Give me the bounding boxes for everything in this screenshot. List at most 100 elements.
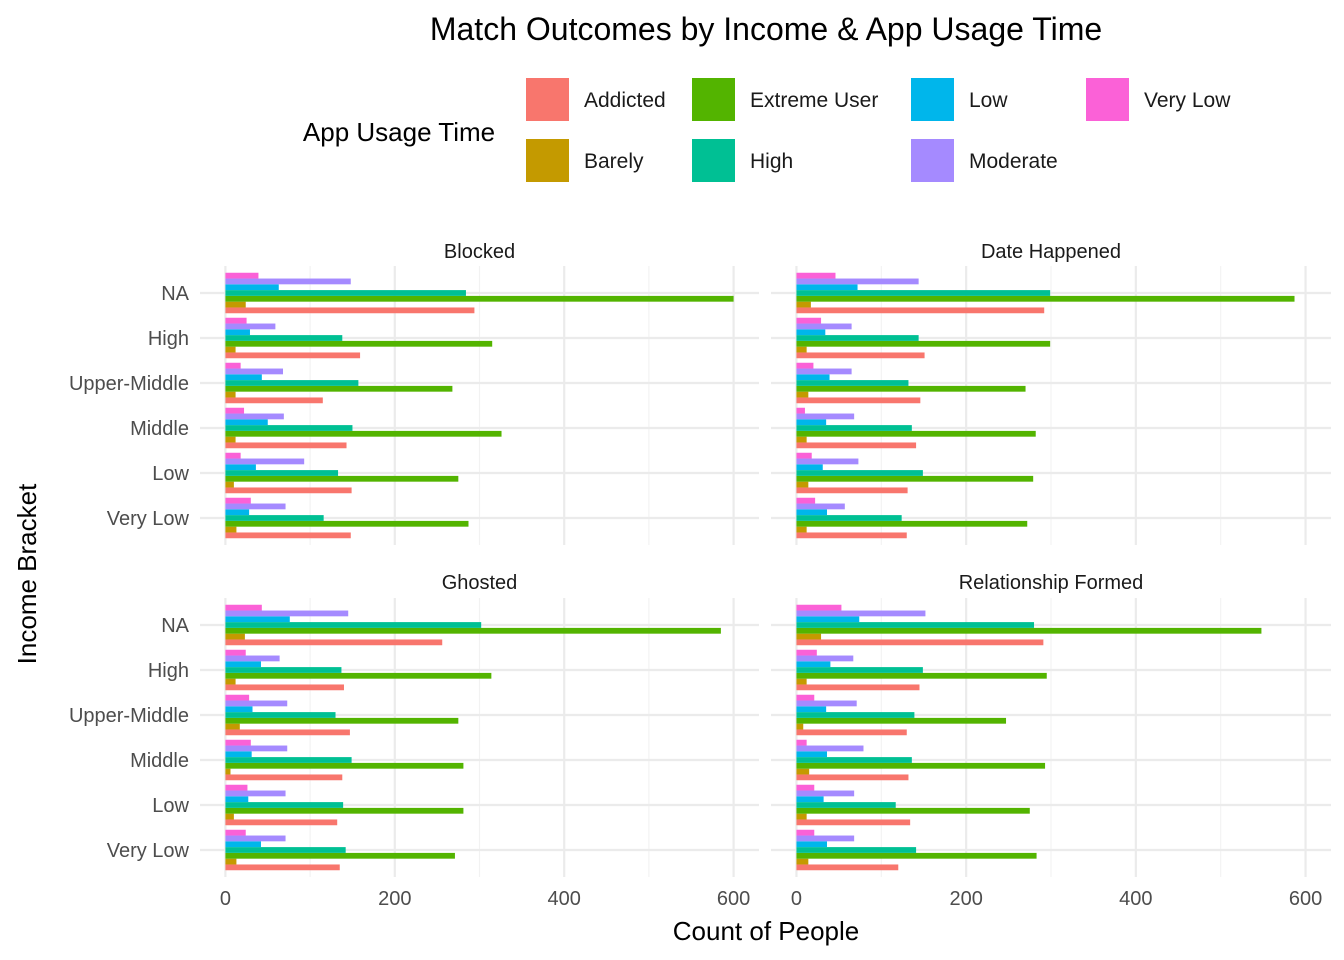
- y-tick-label-na: NA: [161, 283, 189, 305]
- bar-blocked-na-moderate: [225, 278, 351, 285]
- panel-ghosted: Ghosted: [200, 572, 759, 877]
- bar-ghosted-middle-high: [225, 757, 352, 763]
- bar-blocked-very-low-high: [225, 515, 324, 521]
- bar-blocked-middle-moderate: [225, 413, 284, 420]
- bar-blocked-very-low-low: [225, 509, 250, 516]
- bar-blocked-na-low: [225, 284, 279, 291]
- bar-relationship-formed-low-moderate: [796, 790, 855, 797]
- legend-title: App Usage Time: [303, 117, 495, 147]
- bar-relationship-formed-low-very-low: [796, 784, 815, 791]
- bar-blocked-low-addicted: [225, 487, 352, 494]
- bar-relationship-formed-na-extreme-user: [796, 627, 1262, 634]
- bar-date-happened-middle-addicted: [796, 442, 917, 449]
- bar-relationship-formed-high-moderate: [796, 655, 854, 662]
- y-tick-label-middle: Middle: [130, 418, 189, 440]
- legend-key-moderate: [911, 139, 954, 182]
- bar-blocked-upper-middle-high: [225, 380, 359, 386]
- bar-date-happened-na-very-low: [796, 272, 836, 279]
- bar-blocked-middle-extreme-user: [225, 430, 502, 437]
- bar-relationship-formed-very-low-addicted: [796, 864, 899, 871]
- legend-item-very-low: Very Low: [1086, 78, 1231, 121]
- bar-relationship-formed-low-high: [796, 802, 896, 808]
- y-tick-label-very-low: Very Low: [107, 840, 190, 862]
- x-tick-label-200: 200: [949, 888, 982, 910]
- bar-blocked-middle-very-low: [225, 407, 245, 414]
- bar-ghosted-middle-extreme-user: [225, 762, 464, 769]
- legend-item-moderate: Moderate: [911, 139, 1058, 182]
- bar-date-happened-very-low-addicted: [796, 532, 907, 539]
- bar-date-happened-upper-middle-addicted: [796, 397, 921, 404]
- bar-relationship-formed-high-high: [796, 667, 923, 673]
- y-tick-label-upper-middle: Upper-Middle: [69, 373, 189, 395]
- bar-blocked-high-high: [225, 335, 343, 341]
- bar-blocked-low-low: [225, 464, 256, 471]
- x-tick-label-200: 200: [378, 888, 411, 910]
- bar-blocked-low-moderate: [225, 458, 305, 465]
- y-tick-label-na: NA: [161, 615, 189, 637]
- bar-relationship-formed-middle-moderate: [796, 745, 864, 752]
- panel-blocked: Blocked: [200, 241, 759, 545]
- legend-label-extreme-user: Extreme User: [750, 89, 878, 112]
- bar-ghosted-na-moderate: [225, 610, 349, 617]
- bar-relationship-formed-upper-middle-low: [796, 706, 827, 713]
- bar-date-happened-high-extreme-user: [796, 340, 1051, 347]
- y-axis-title: Income Bracket: [12, 483, 42, 664]
- bar-date-happened-very-low-low: [796, 509, 827, 516]
- bar-ghosted-low-very-low: [225, 784, 248, 791]
- bar-ghosted-low-barely: [225, 813, 234, 820]
- bar-relationship-formed-high-barely: [796, 678, 807, 685]
- bar-ghosted-very-low-barely: [225, 858, 237, 865]
- bar-date-happened-na-addicted: [796, 307, 1045, 314]
- bar-date-happened-low-low: [796, 464, 823, 471]
- bar-blocked-upper-middle-low: [225, 374, 262, 381]
- bar-ghosted-na-very-low: [225, 604, 262, 611]
- facet-label-date-happened: Date Happened: [981, 241, 1121, 263]
- y-tick-label-upper-middle: Upper-Middle: [69, 705, 189, 727]
- bar-blocked-na-barely: [225, 301, 246, 308]
- bar-blocked-na-very-low: [225, 272, 259, 279]
- bar-date-happened-high-very-low: [796, 317, 822, 324]
- legend-label-barely: Barely: [584, 150, 644, 173]
- bar-relationship-formed-upper-middle-moderate: [796, 700, 857, 707]
- bar-blocked-low-barely: [225, 481, 234, 488]
- bar-ghosted-middle-moderate: [225, 745, 288, 752]
- bar-blocked-na-extreme-user: [225, 295, 734, 302]
- facet-panels: Blocked Date Happened Ghosted Relationship …: [200, 241, 1331, 877]
- bar-relationship-formed-low-barely: [796, 813, 807, 820]
- bar-ghosted-very-low-very-low: [225, 829, 246, 836]
- x-tick-label-400: 400: [548, 888, 581, 910]
- bar-ghosted-low-high: [225, 802, 344, 808]
- bar-ghosted-low-addicted: [225, 819, 338, 826]
- bar-relationship-formed-upper-middle-addicted: [796, 729, 907, 736]
- x-tick-label-600: 600: [717, 888, 750, 910]
- bar-blocked-na-addicted: [225, 307, 475, 314]
- bar-date-happened-low-barely: [796, 481, 809, 488]
- bar-relationship-formed-very-low-extreme-user: [796, 852, 1037, 859]
- bar-ghosted-upper-middle-extreme-user: [225, 717, 459, 724]
- bar-date-happened-na-extreme-user: [796, 295, 1295, 302]
- y-tick-label-high: High: [148, 660, 189, 682]
- bar-date-happened-middle-barely: [796, 436, 807, 443]
- bar-relationship-formed-na-moderate: [796, 610, 926, 617]
- bar-blocked-low-high: [225, 470, 339, 476]
- bar-ghosted-na-addicted: [225, 639, 443, 646]
- bar-date-happened-middle-very-low: [796, 407, 805, 414]
- bar-ghosted-high-low: [225, 661, 261, 668]
- facet-label-relationship-formed: Relationship Formed: [959, 572, 1144, 594]
- bar-blocked-very-low-very-low: [225, 497, 251, 504]
- bar-relationship-formed-upper-middle-very-low: [796, 694, 815, 701]
- bar-date-happened-high-moderate: [796, 323, 852, 330]
- y-tick-label-middle: Middle: [130, 750, 189, 772]
- bar-date-happened-high-high: [796, 335, 919, 341]
- bar-date-happened-high-addicted: [796, 352, 925, 359]
- bar-date-happened-na-moderate: [796, 278, 919, 285]
- bar-date-happened-na-high: [796, 290, 1051, 296]
- bar-date-happened-middle-moderate: [796, 413, 855, 420]
- bar-ghosted-upper-middle-low: [225, 706, 253, 713]
- bar-date-happened-upper-middle-low: [796, 374, 830, 381]
- bar-blocked-na-high: [225, 290, 466, 296]
- bar-blocked-upper-middle-barely: [225, 391, 236, 398]
- bar-ghosted-very-low-addicted: [225, 864, 340, 871]
- bar-date-happened-upper-middle-extreme-user: [796, 385, 1026, 392]
